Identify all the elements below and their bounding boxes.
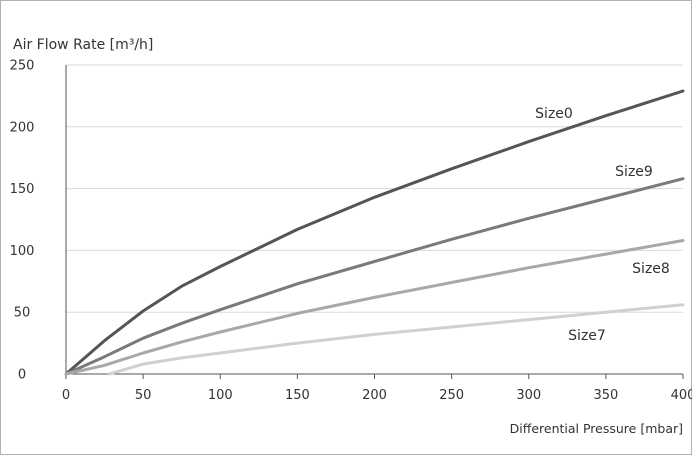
x-tick-label: 200 bbox=[362, 388, 387, 403]
y-tick-label: 250 bbox=[10, 59, 35, 74]
y-tick-label: 0 bbox=[18, 368, 26, 383]
series-label-size7: Size7 bbox=[568, 328, 606, 344]
y-tick-label: 200 bbox=[10, 120, 35, 135]
x-tick-label: 150 bbox=[285, 388, 310, 403]
y-tick-label: 100 bbox=[10, 244, 35, 259]
x-tick-label: 100 bbox=[208, 388, 233, 403]
x-axis-title: Differential Pressure [mbar] bbox=[510, 421, 683, 436]
x-tick-label: 0 bbox=[62, 388, 70, 403]
gridlines bbox=[66, 65, 683, 312]
tick-labels: 0 50 100 150 200 250 0 50 100 150 200 250 300 350 400 bbox=[10, 59, 692, 404]
x-tick-label: 300 bbox=[516, 388, 541, 403]
series-line-size9 bbox=[66, 179, 683, 374]
x-tick-label: 50 bbox=[135, 388, 152, 403]
series-label-size9: Size9 bbox=[615, 164, 653, 180]
y-tick-label: 150 bbox=[10, 182, 35, 197]
y-axis-title: Air Flow Rate [m³/h] bbox=[13, 37, 153, 53]
x-tick-label: 350 bbox=[593, 388, 618, 403]
series-label-size0: Size0 bbox=[535, 106, 573, 122]
x-tick-label: 250 bbox=[439, 388, 464, 403]
y-tick-label: 50 bbox=[14, 306, 31, 321]
series-label-size8: Size8 bbox=[632, 261, 670, 277]
x-tick-label: 400 bbox=[671, 388, 692, 403]
